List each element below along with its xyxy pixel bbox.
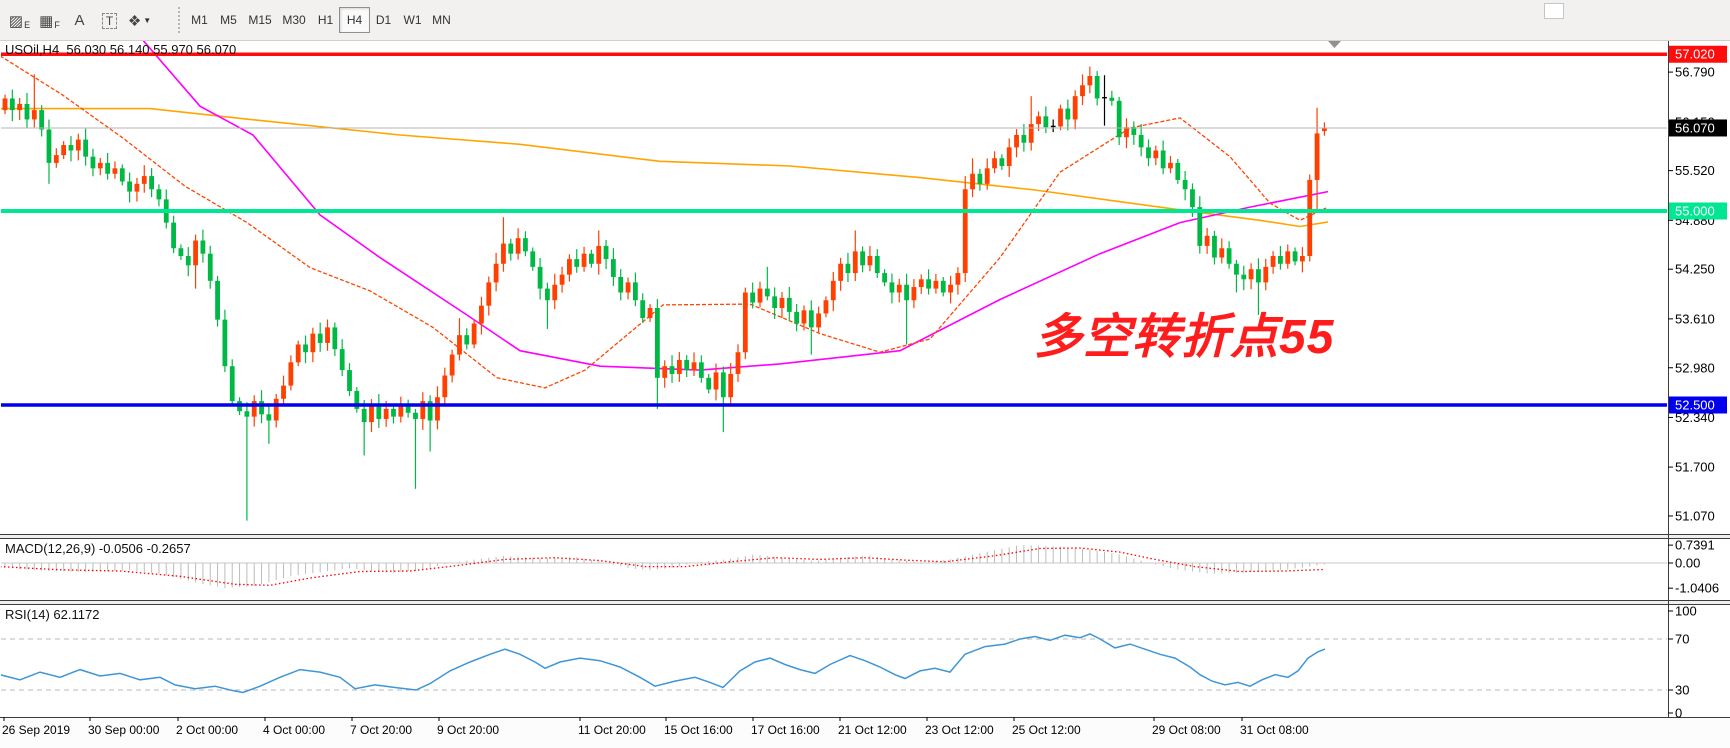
svg-text:0.00: 0.00 [1675,556,1700,571]
cursor-arrows-icon: ❖ [127,12,142,30]
resistance-price-badge [1669,45,1727,63]
main-price-panel [1,41,1667,521]
chevron-down-icon: ▼ [143,16,152,25]
ma-fast-red [1,55,1329,389]
svg-text:57.020: 57.020 [1675,47,1715,62]
icon-subscript: E [24,19,31,30]
svg-text:52.340: 52.340 [1675,410,1715,425]
svg-text:0.7391: 0.7391 [1675,538,1715,553]
svg-text:9 Oct 20:00: 9 Oct 20:00 [437,723,499,737]
svg-text:29 Oct 08:00: 29 Oct 08:00 [1152,723,1221,737]
toolbar-white-box [1544,3,1564,19]
timeframe-button-m1[interactable]: M1 [191,13,208,27]
hatched-pattern-e-icon[interactable]: ▨ E [5,6,34,35]
svg-text:30: 30 [1675,683,1689,698]
timeframe-button-m15[interactable]: M15 [248,13,272,27]
hatched-pattern-e-icon: ▨ [8,12,24,30]
svg-text:56.070: 56.070 [1675,120,1715,135]
svg-text:2 Oct 00:00: 2 Oct 00:00 [176,723,238,737]
svg-text:17 Oct 16:00: 17 Oct 16:00 [751,723,820,737]
text-box-t-icon: T [101,12,118,29]
text-annotation-object[interactable]: 多空转折点55 [1034,311,1335,364]
timeframe-button-h4[interactable]: H4 [339,7,370,33]
time-axis: 26 Sep 2019 30 Sep 00:00 2 Oct 00:00 4 Oct … [2,717,1309,737]
svg-text:11 Oct 20:00: 11 Oct 20:00 [578,723,646,737]
svg-text:52.980: 52.980 [1675,360,1715,375]
svg-text:52.500: 52.500 [1675,398,1715,413]
svg-text:4 Oct 00:00: 4 Oct 00:00 [263,723,325,737]
ma-mid-magenta [142,41,1329,371]
svg-text:51.070: 51.070 [1675,508,1715,523]
svg-text:-1.0406: -1.0406 [1675,581,1719,596]
timeframe-button-w1[interactable]: W1 [403,13,422,27]
timeframe-button-m5[interactable]: M5 [220,13,237,27]
svg-text:54.250: 54.250 [1675,262,1715,277]
text-box-t-icon[interactable]: T [95,6,124,35]
timeframe-button-h1[interactable]: H1 [317,13,334,27]
svg-text:55.520: 55.520 [1675,163,1715,178]
grid-pattern-f-icon: ▦ [39,12,54,30]
svg-text:31 Oct 08:00: 31 Oct 08:00 [1240,723,1309,737]
svg-text:55.000: 55.000 [1675,204,1715,219]
svg-text:56.790: 56.790 [1675,65,1715,80]
gray-triangle-marker [1328,41,1341,48]
pivot-price-badge [1669,202,1727,220]
svg-text:25 Oct 12:00: 25 Oct 12:00 [1012,723,1081,737]
timeframe-button-d1[interactable]: D1 [375,13,392,27]
rsi-indicator-label: RSI(14) 62.1172 [5,607,100,622]
text-a-icon: A [74,12,85,29]
svg-text:0: 0 [1675,706,1682,721]
svg-text:23 Oct 12:00: 23 Oct 12:00 [925,723,994,737]
macd-indicator-label: MACD(12,26,9) -0.0506 -0.2657 [5,541,191,556]
svg-text:70: 70 [1675,632,1689,647]
rsi-line [1,633,1326,694]
grid-pattern-f-icon[interactable]: ▦ F [35,6,64,35]
svg-text:21 Oct 12:00: 21 Oct 12:00 [838,723,907,737]
text-a-icon[interactable]: A [65,6,94,35]
rsi-panel [1,633,1667,694]
svg-text:26 Sep 2019: 26 Sep 2019 [2,723,70,737]
current-price-badge [1669,119,1727,137]
toolbar: ▨ E ▦ F A T ❖ ▼ M1 M5 M15 M30 H1 H4 D1 W1 MN [0,0,1730,41]
toolbar-grip[interactable] [178,7,180,33]
svg-text:15 Oct 16:00: 15 Oct 16:00 [664,723,733,737]
ma-slow-orange [1,107,1329,228]
price-axis: 56.79056.15055.52054.88054.25053.61052.9… [1668,45,1727,721]
icon-subscript: F [54,19,60,30]
macd-signal-line [1,547,1325,586]
svg-text:30 Sep 00:00: 30 Sep 00:00 [88,723,160,737]
svg-text:100: 100 [1675,604,1697,619]
svg-text:53.610: 53.610 [1675,311,1715,326]
symbol-ohlc-label: USOil,H4 56.030 56.140 55.970 56.070 [5,42,237,57]
svg-text:7 Oct 20:00: 7 Oct 20:00 [350,723,412,737]
svg-text:51.700: 51.700 [1675,460,1715,475]
macd-panel [1,545,1667,589]
cursor-arrows-icon[interactable]: ❖ ▼ [125,6,154,35]
timeframe-button-mn[interactable]: MN [432,13,451,27]
candlesticks [2,66,1327,521]
support-price-badge [1669,396,1727,414]
timeframe-button-m30[interactable]: M30 [282,13,306,27]
